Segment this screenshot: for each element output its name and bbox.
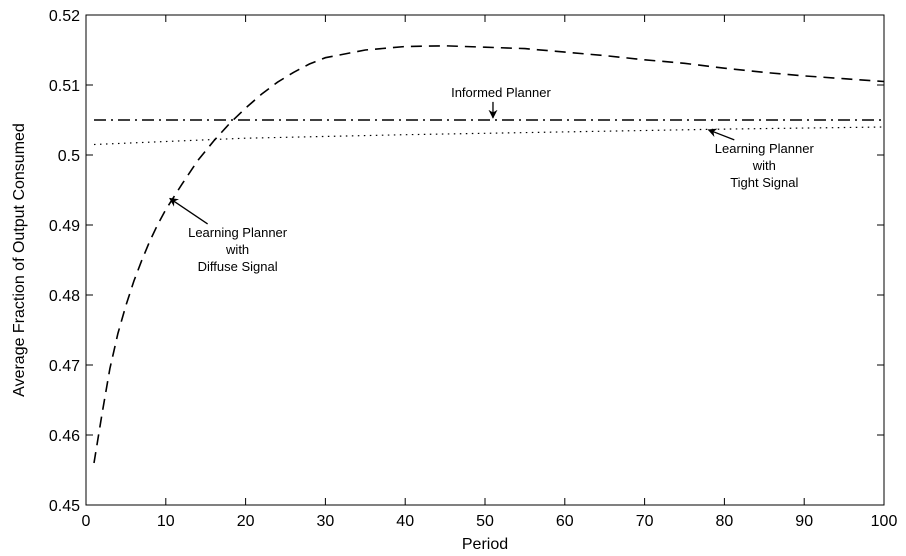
x-tick-label: 10 bbox=[157, 513, 175, 530]
y-tick-label: 0.51 bbox=[49, 78, 80, 95]
y-tick-label: 0.52 bbox=[49, 8, 80, 25]
y-tick-label: 0.5 bbox=[58, 148, 80, 165]
x-tick-label: 80 bbox=[716, 513, 734, 530]
x-tick-label: 0 bbox=[82, 513, 91, 530]
y-tick-label: 0.48 bbox=[49, 288, 80, 305]
x-axis: 0 10 20 30 40 50 60 70 80 90 100 bbox=[82, 15, 898, 530]
y-tick-label: 0.47 bbox=[49, 358, 80, 375]
annotation-text: Tight Signal bbox=[730, 175, 798, 190]
y-axis: 0.45 0.46 0.47 0.48 0.49 0.5 0.51 0.52 bbox=[49, 8, 884, 515]
x-tick-label: 60 bbox=[556, 513, 574, 530]
series-dashed-line bbox=[93, 44, 885, 464]
y-tick-label: 0.45 bbox=[49, 498, 80, 515]
x-tick-label: 90 bbox=[795, 513, 813, 530]
x-tick-label: 100 bbox=[871, 513, 898, 530]
x-tick-label: 30 bbox=[317, 513, 335, 530]
x-tick-label: 50 bbox=[476, 513, 494, 530]
annotations-layer: Informed Planner Learning Planner with Tigh… bbox=[169, 85, 815, 274]
annotation-text: with bbox=[752, 158, 776, 173]
annotation-text: with bbox=[225, 242, 249, 257]
x-axis-label: Period bbox=[462, 536, 508, 553]
series-dotted-line bbox=[93, 126, 885, 146]
annotation-text: Learning Planner bbox=[188, 225, 288, 240]
annotation-text: Learning Planner bbox=[715, 141, 815, 156]
y-axis-label: Average Fraction of Output Consumed bbox=[11, 123, 28, 397]
annotation-text: Informed Planner bbox=[451, 85, 551, 100]
y-tick-label: 0.49 bbox=[49, 218, 80, 235]
x-tick-label: 40 bbox=[396, 513, 414, 530]
y-tick-label: 0.46 bbox=[49, 428, 80, 445]
series-layer bbox=[93, 44, 885, 464]
x-tick-label: 20 bbox=[237, 513, 255, 530]
x-tick-label: 70 bbox=[636, 513, 654, 530]
annotation-arrow bbox=[169, 197, 208, 225]
annotation-arrow bbox=[707, 128, 735, 141]
annotation-text: Diffuse Signal bbox=[198, 259, 278, 274]
